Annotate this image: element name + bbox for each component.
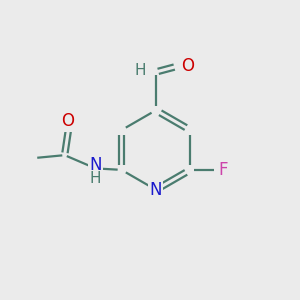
Text: O: O [181,57,194,75]
Text: H: H [134,63,146,78]
Text: O: O [61,112,74,130]
Text: H: H [89,171,101,186]
Text: N: N [150,181,162,199]
Text: N: N [89,156,102,174]
Text: F: F [219,161,228,179]
